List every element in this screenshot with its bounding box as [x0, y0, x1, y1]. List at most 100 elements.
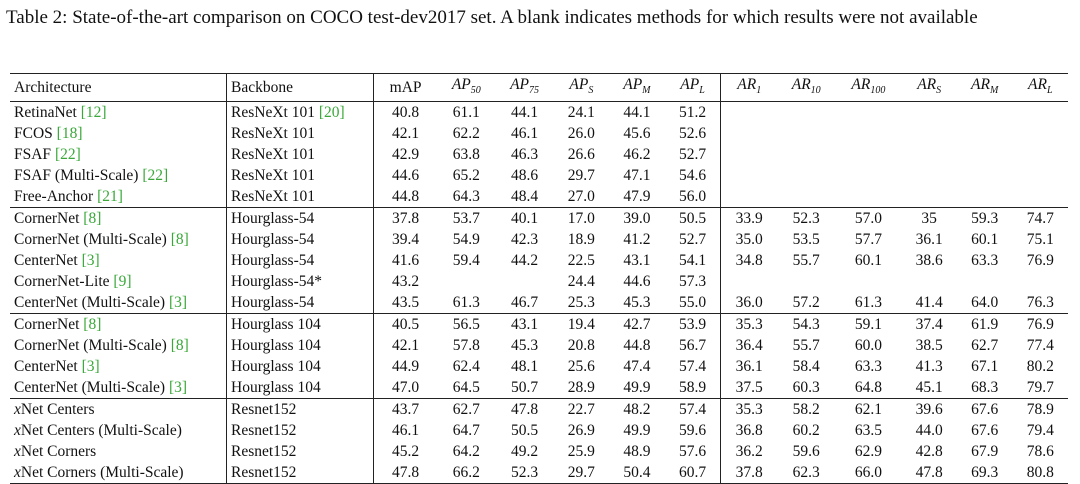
backbone-cell: Hourglass 104 [226, 356, 374, 378]
metric-cell: 54.1 [664, 250, 722, 272]
metric-cell: 62.1 [854, 401, 882, 419]
table-row: Free-Anchor [21] ResNeXt 101 44.8 64.3 48.4 2… [10, 186, 1068, 208]
metric-cell: 64.8 [854, 379, 882, 397]
architecture-name: RetinaNet [14, 104, 77, 122]
table-group: CornerNet [8] Hourglass-54 37.8 53.7 40.1 17.… [10, 207, 1068, 314]
citation-link[interactable]: [3] [168, 294, 188, 312]
metric-cell: 63.3 [971, 252, 999, 270]
metric-cell: 37.8 [735, 464, 763, 482]
metric-cell [777, 102, 835, 124]
citation-link[interactable]: [12] [80, 104, 107, 122]
metric-cell: 44.2 [510, 252, 539, 270]
metric-cell: 61.3 [452, 294, 480, 312]
metric-cell: 44.8 [392, 188, 420, 206]
architecture-cell: CenterNet [3] [10, 356, 227, 378]
metric-cell [437, 271, 495, 292]
metric-cell: 44.1 [510, 104, 539, 122]
header-metric-sub: S [588, 85, 594, 97]
citation-link[interactable]: [9] [113, 273, 132, 291]
metric-cell: 74.7 [1026, 210, 1054, 228]
metric-cell: 40.5 [392, 316, 420, 334]
table-row: CornerNet [8] Hourglass 104 40.5 56.5 43.1 19… [10, 313, 1068, 336]
metric-cell: 61.1 [452, 104, 480, 122]
citation-link[interactable]: [8] [170, 337, 189, 355]
backbone-cell: Hourglass-54 [226, 207, 374, 230]
metric-cell: 38.6 [915, 252, 943, 270]
citation-link[interactable]: [21] [97, 188, 123, 206]
metric-cell: 26.6 [567, 146, 595, 164]
table-row: CornerNet [8] Hourglass-54 37.8 53.7 40.1 17.… [10, 207, 1068, 230]
metric-cell: 57.4 [664, 398, 722, 421]
metric-cell: 29.7 [567, 167, 595, 185]
architecture-cell: FCOS [18] [10, 123, 227, 145]
metric-cell: 53.9 [664, 313, 722, 336]
metric-cell [901, 144, 956, 165]
metric-cell [721, 144, 777, 165]
backbone-cell: Resnet152 [226, 462, 374, 484]
metric-cell: 29.7 [567, 464, 595, 482]
metric-cell [777, 144, 835, 165]
citation-link[interactable]: [18] [56, 125, 83, 143]
architecture-cell: Free-Anchor [21] [10, 186, 227, 208]
metric-cell: 60.1 [971, 231, 999, 249]
metric-cell: 43.7 [392, 401, 420, 419]
metric-cell: 46.7 [510, 294, 539, 312]
citation-link[interactable]: [8] [83, 210, 102, 228]
header-metric-sub: S [936, 85, 942, 97]
architecture-name: FSAF [14, 146, 52, 164]
architecture-cell: RetinaNet [12] [10, 101, 227, 124]
metric-cell: 43.5 [392, 294, 420, 312]
metric-cell: 48.4 [510, 188, 539, 206]
citation-link[interactable]: [20] [318, 104, 345, 122]
metric-cell: 24.1 [567, 104, 595, 122]
header-metric-sub: L [699, 85, 705, 97]
backbone-cell: Resnet152 [226, 398, 374, 421]
citation-link[interactable]: [22] [142, 167, 169, 185]
metric-cell: 57.3 [664, 271, 722, 293]
metric-cell: 48.1 [510, 358, 539, 376]
metric-cell: 57.4 [664, 356, 722, 378]
citation-link[interactable]: [22] [54, 146, 81, 164]
architecture-cell: CenterNet [3] [10, 250, 227, 272]
architecture-name: CornerNet (Multi-Scale) [14, 231, 167, 249]
metric-cell: 55.7 [792, 252, 820, 270]
metric-cell [835, 186, 901, 208]
header-metric-sub: M [989, 85, 999, 97]
x-prefix: x [14, 401, 21, 419]
citation-link[interactable]: [3] [81, 252, 100, 270]
metric-cell: 50.5 [664, 207, 722, 230]
citation-link[interactable]: [8] [83, 316, 102, 334]
metric-cell: 39.0 [623, 210, 651, 228]
metric-cell: 66.2 [452, 464, 480, 482]
metric-cell: 60.7 [664, 462, 722, 484]
metric-cell: 44.0 [915, 422, 943, 440]
citation-link[interactable]: [3] [81, 358, 100, 376]
metric-cell [721, 186, 777, 208]
metric-cell: 65.2 [452, 167, 480, 185]
table-row: CenterNet [3] Hourglass 104 44.9 62.4 48.1 25… [10, 356, 1068, 378]
metric-cell [957, 144, 1013, 165]
architecture-cell: CornerNet [8] [10, 313, 227, 336]
metric-cell: 46.1 [510, 125, 539, 143]
metric-cell: 38.5 [915, 337, 943, 355]
metric-cell: 25.6 [567, 358, 595, 376]
backbone-cell: ResNeXt 101 [226, 165, 374, 187]
metric-cell: 50.7 [510, 379, 539, 397]
header-metric: AP50 [437, 73, 496, 103]
metric-cell [901, 102, 956, 124]
metric-cell: 56.5 [452, 316, 480, 334]
metric-cell: 54.9 [452, 231, 480, 249]
metric-cell: 57.0 [854, 210, 882, 228]
architecture-cell: CenterNet (Multi-Scale) [3] [10, 292, 227, 314]
citation-link[interactable]: [3] [168, 379, 188, 397]
citation-link[interactable]: [8] [170, 231, 189, 249]
backbone-cell: Resnet152 [226, 441, 374, 463]
metric-cell: 58.2 [792, 401, 820, 419]
metric-cell: 36.0 [735, 294, 763, 312]
architecture-name: Net Corners [20, 443, 97, 461]
architecture-name: CornerNet-Lite [14, 273, 110, 291]
metric-cell [835, 271, 901, 292]
metric-cell: 67.6 [971, 422, 999, 440]
metric-cell: 47.8 [510, 401, 539, 419]
table-row: CornerNet (Multi-Scale) [8] Hourglass-54 3… [10, 229, 1068, 251]
